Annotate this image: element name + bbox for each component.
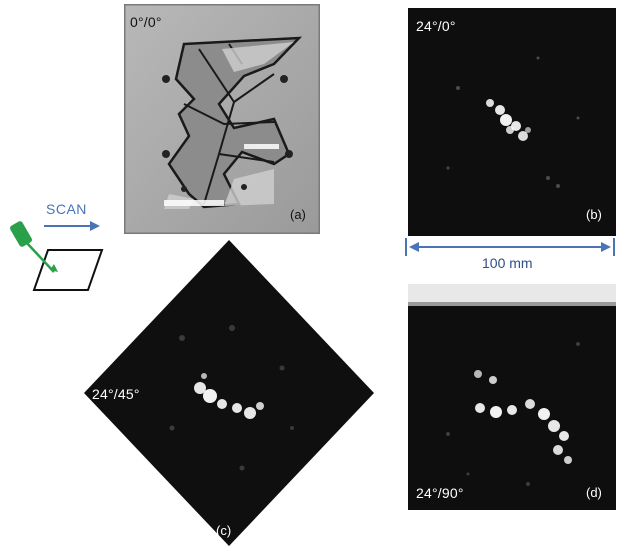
panel-d-ultrasound: 24°/90° (d)	[408, 284, 616, 510]
ultrasound-b-image	[408, 8, 616, 236]
probe-plate-schematic-icon	[10, 221, 104, 291]
panel-c-ultrasound	[84, 240, 374, 546]
panel-c-angle-label: 24°/45°	[92, 386, 140, 402]
panel-b-angle-label: 24°/0°	[416, 18, 456, 34]
panel-b-ultrasound: 24°/0° (b)	[408, 8, 616, 236]
scale-bar-icon	[405, 238, 615, 256]
panel-b-sub-label: (b)	[586, 207, 602, 222]
panel-d-sub-label: (d)	[586, 485, 602, 500]
specimen-photo-image	[124, 4, 320, 234]
ultrasound-d-image	[408, 284, 616, 510]
panel-d-angle-label: 24°/90°	[416, 485, 464, 501]
panel-c-sub-label: (c)	[216, 523, 232, 538]
scan-direction-arrow-icon	[44, 221, 100, 231]
panel-a-photo: 0°/0° (a)	[124, 4, 320, 234]
panel-a-sub-label: (a)	[290, 207, 306, 222]
scale-bar-label: 100 mm	[482, 255, 533, 271]
scan-label: SCAN	[46, 201, 87, 217]
panel-a-angle-label: 0°/0°	[130, 14, 162, 30]
